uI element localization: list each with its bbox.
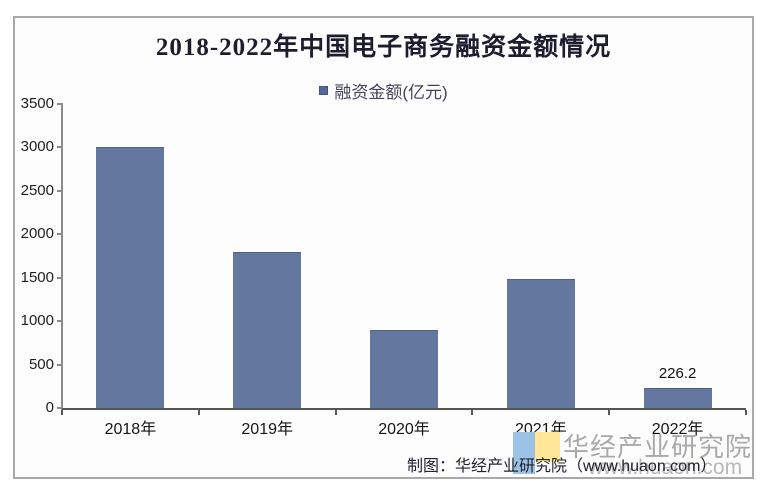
watermark-brand-text: 华经产业研究院 [563, 432, 753, 462]
x-axis-tick [334, 410, 337, 415]
watermark-logo-yellow-block [535, 432, 560, 462]
y-axis-tick-label: 3500 [20, 95, 54, 112]
bar-2021年 [506, 279, 575, 408]
bar-2019年 [233, 251, 302, 408]
x-axis-category-label: 2018年 [104, 421, 157, 438]
y-axis-tick-label: 500 [28, 355, 54, 373]
y-axis-line [61, 103, 63, 410]
bar-2020年 [370, 329, 438, 408]
credit-line: 制图：华经产业研究院（www.huaon.com） [407, 458, 717, 475]
watermark-logo-blue-block [513, 432, 535, 474]
x-axis-tick [608, 410, 611, 415]
bar-2022年 [643, 388, 712, 408]
x-axis-tick [745, 410, 747, 415]
y-axis-tick [57, 320, 62, 323]
y-axis-tick [57, 407, 62, 409]
y-axis-tick-label: 1500 [20, 268, 54, 286]
x-axis-line [62, 408, 746, 410]
x-axis-category-label: 2019年 [241, 421, 293, 438]
y-axis-tick [57, 103, 62, 105]
legend: 融资金额(亿元) [13, 78, 754, 103]
y-axis-tick [57, 233, 62, 236]
x-axis-tick [61, 410, 63, 415]
bar-2018年 [96, 147, 165, 408]
y-axis-tick [57, 189, 62, 192]
y-axis-tick [57, 363, 62, 366]
y-axis-tick [57, 146, 62, 149]
y-axis-tick-label: 2500 [20, 181, 54, 199]
bar-value-label: 226.2 [658, 365, 697, 383]
x-axis-category-label: 2022年 [651, 421, 704, 438]
legend-marker-icon [319, 86, 329, 95]
y-axis-tick-label: 2000 [20, 225, 54, 243]
x-axis-category-label: 2020年 [378, 421, 430, 438]
y-axis-tick-label: 1000 [20, 312, 54, 330]
x-axis-tick [471, 410, 474, 415]
y-axis-tick [57, 276, 62, 279]
watermark-url-text: www.huaon.com [588, 456, 743, 479]
x-axis-tick [197, 410, 200, 415]
y-axis-tick-label: 3000 [20, 138, 54, 156]
chart-title: 2018-2022年中国电子商务融资金额情况 [155, 34, 612, 61]
legend-label: 融资金额(亿元) [334, 83, 448, 102]
y-axis-tick-label: 0 [45, 399, 54, 416]
